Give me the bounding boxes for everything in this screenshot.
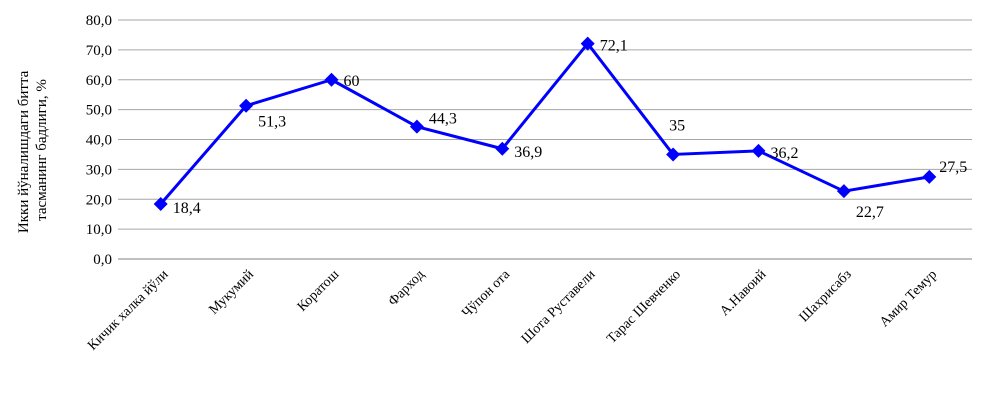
data-point xyxy=(495,141,510,156)
data-point xyxy=(580,36,595,51)
y-tick-label: 50,0 xyxy=(86,103,112,119)
x-tick-label: Амир Темур xyxy=(877,267,940,330)
data-point xyxy=(836,184,851,199)
data-label: 22,7 xyxy=(856,204,884,221)
data-label: 51,3 xyxy=(258,114,286,131)
series-line xyxy=(159,42,930,206)
data-point xyxy=(751,143,766,158)
data-label: 44,3 xyxy=(429,111,457,128)
data-label: 72,1 xyxy=(600,38,628,55)
x-tick-label: Мукумий xyxy=(206,267,257,318)
y-axis-ticks: 0,0 10,0 20,0 30,0 40,0 50,0 60,0 70,0 80,0 xyxy=(86,13,112,268)
y-tick-label: 0,0 xyxy=(93,252,112,268)
data-point xyxy=(409,119,424,134)
data-point xyxy=(666,147,681,162)
y-tick-label: 20,0 xyxy=(86,192,112,208)
data-label: 18,4 xyxy=(173,200,201,217)
data-label: 27,5 xyxy=(939,159,967,176)
x-tick-label: А.Навоий xyxy=(717,267,769,319)
series-markers xyxy=(153,36,937,212)
y-tick-label: 30,0 xyxy=(86,162,112,178)
x-tick-label: Фарход xyxy=(386,267,428,309)
y-tick-label: 60,0 xyxy=(86,73,112,89)
x-tick-label: Шахрисабз xyxy=(797,267,855,325)
data-label: 60 xyxy=(344,73,360,90)
y-axis-label: Икки йўналишдаги битта тасманинг бадлиги… xyxy=(16,67,50,233)
x-tick-label: Чўпон ота xyxy=(459,267,513,321)
data-label: 35 xyxy=(669,117,685,134)
y-tick-label: 80,0 xyxy=(86,13,112,29)
y-tick-label: 70,0 xyxy=(86,43,112,59)
x-tick-label: Кичик халка йўли xyxy=(85,267,172,354)
y-axis-label-line-1: Икки йўналишдаги битта xyxy=(16,70,32,233)
x-axis-categories: Кичик халка йўли Мукумий Коратош Фарход Чўпо… xyxy=(85,267,940,354)
y-tick-label: 10,0 xyxy=(86,222,112,238)
y-axis-label-line-2: тасманинг бадлиги, % xyxy=(34,79,50,221)
data-point xyxy=(153,197,168,212)
gridlines xyxy=(118,19,972,260)
data-labels: 18,4 51,3 60 44,3 36,9 72,1 35 36,2 22,7 27,5 xyxy=(173,38,968,222)
x-tick-label: Тарас Шевченко xyxy=(604,267,684,347)
data-point xyxy=(239,98,254,113)
y-tick-label: 40,0 xyxy=(86,133,112,149)
data-label: 36,2 xyxy=(771,145,799,162)
data-point xyxy=(922,169,937,184)
data-label: 36,9 xyxy=(514,144,542,161)
x-tick-label: Шота Руставели xyxy=(519,267,599,347)
data-point xyxy=(324,72,339,87)
x-tick-label: Коратош xyxy=(295,267,343,315)
